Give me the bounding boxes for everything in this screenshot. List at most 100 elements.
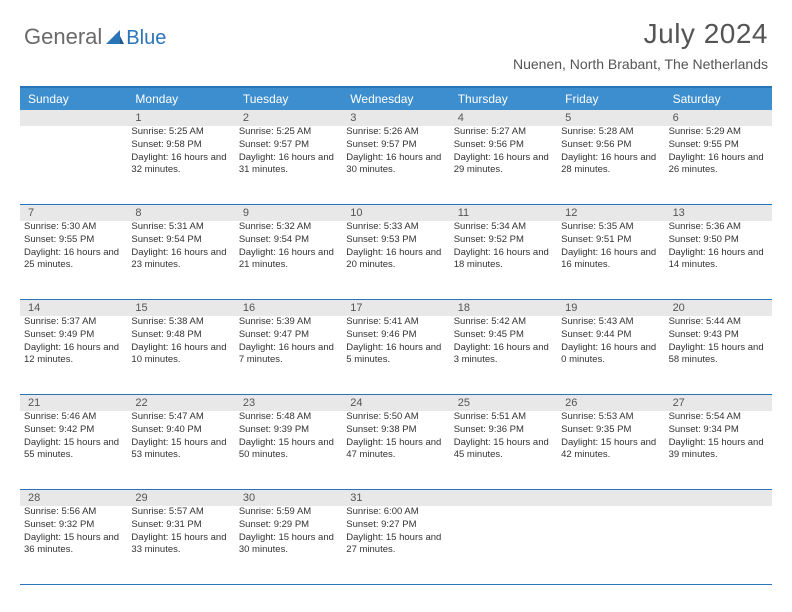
sunset-text: Sunset: 9:56 PM — [561, 139, 660, 152]
logo-triangle-icon — [106, 30, 124, 49]
daylight-text: Daylight: 15 hours and 33 minutes. — [131, 532, 230, 558]
daylight-text: Daylight: 15 hours and 30 minutes. — [239, 532, 338, 558]
daylight-text: Daylight: 15 hours and 47 minutes. — [346, 437, 445, 463]
day-cell: Sunrise: 5:30 AMSunset: 9:55 PMDaylight:… — [20, 221, 127, 299]
day-number: 20 — [665, 300, 772, 316]
daylight-text: Daylight: 15 hours and 27 minutes. — [346, 532, 445, 558]
sunset-text: Sunset: 9:36 PM — [454, 424, 553, 437]
weekday-header: Monday — [127, 88, 234, 110]
sunset-text: Sunset: 9:45 PM — [454, 329, 553, 342]
day-number: 4 — [450, 110, 557, 126]
day-number — [450, 490, 557, 506]
sunset-text: Sunset: 9:57 PM — [239, 139, 338, 152]
logo: General Blue — [24, 18, 166, 50]
sunset-text: Sunset: 9:44 PM — [561, 329, 660, 342]
week-row: Sunrise: 5:46 AMSunset: 9:42 PM Daylight:… — [20, 411, 772, 490]
sunrise-text: Sunrise: 5:41 AM — [346, 316, 445, 329]
daylight-text: Daylight: 16 hours and 20 minutes. — [346, 247, 445, 273]
sunset-text: Sunset: 9:42 PM — [24, 424, 123, 437]
sunset-text: Sunset: 9:56 PM — [454, 139, 553, 152]
weekday-header: Saturday — [665, 88, 772, 110]
day-cell: Sunrise: 5:59 AMSunset: 9:29 PMDaylight:… — [235, 506, 342, 584]
daylight-text: Daylight: 16 hours and 16 minutes. — [561, 247, 660, 273]
sunset-text: Sunset: 9:40 PM — [131, 424, 230, 437]
sunrise-text: Sunrise: 5:50 AM — [346, 411, 445, 424]
day-number — [665, 490, 772, 506]
day-cell: Sunrise: 5:56 AMSunset: 9:32 PMDaylight:… — [20, 506, 127, 584]
sunset-text: Sunset: 9:52 PM — [454, 234, 553, 247]
sunset-text: Sunset: 9:57 PM — [346, 139, 445, 152]
day-number: 23 — [235, 395, 342, 411]
day-cell: Sunrise: 5:28 AMSunset: 9:56 PMDaylight:… — [557, 126, 664, 204]
day-cell — [557, 506, 664, 584]
day-cell: Sunrise: 5:57 AMSunset: 9:31 PMDaylight:… — [127, 506, 234, 584]
sunrise-text: Sunrise: 5:30 AM — [24, 221, 123, 234]
daylight-text: Daylight: 15 hours and 39 minutes. — [669, 437, 768, 463]
sunrise-text: Sunrise: 5:35 AM — [561, 221, 660, 234]
day-number: 16 — [235, 300, 342, 316]
daylight-text: Daylight: 16 hours and 25 minutes. — [24, 247, 123, 273]
day-cell: Sunrise: 5:27 AMSunset: 9:56 PMDaylight:… — [450, 126, 557, 204]
day-number: 1 — [127, 110, 234, 126]
sunset-text: Sunset: 9:49 PM — [24, 329, 123, 342]
sunrise-text: Sunrise: 5:39 AM — [239, 316, 338, 329]
sunrise-text: Sunrise: 5:43 AM — [561, 316, 660, 329]
sunset-text: Sunset: 9:27 PM — [346, 519, 445, 532]
sunset-text: Sunset: 9:39 PM — [239, 424, 338, 437]
sunset-text: Sunset: 9:43 PM — [669, 329, 768, 342]
day-cell: Sunrise: 5:36 AMSunset: 9:50 PMDaylight:… — [665, 221, 772, 299]
day-number: 8 — [127, 205, 234, 221]
sunset-text: Sunset: 9:55 PM — [669, 139, 768, 152]
weekday-header: Tuesday — [235, 88, 342, 110]
day-cell — [450, 506, 557, 584]
day-number: 6 — [665, 110, 772, 126]
weekday-header: Wednesday — [342, 88, 449, 110]
sunset-text: Sunset: 9:47 PM — [239, 329, 338, 342]
logo-text-blue: Blue — [126, 27, 166, 49]
title-block: July 2024 Nuenen, North Brabant, The Net… — [513, 18, 768, 72]
month-title: July 2024 — [513, 18, 768, 50]
day-number-row: 28293031 — [20, 490, 772, 506]
day-number-row: 78910111213 — [20, 205, 772, 221]
location-text: Nuenen, North Brabant, The Netherlands — [513, 56, 768, 72]
sunrise-text: Sunrise: 5:46 AM — [24, 411, 123, 424]
sunset-text: Sunset: 9:31 PM — [131, 519, 230, 532]
day-number: 21 — [20, 395, 127, 411]
week-row: Sunrise: 5:37 AMSunset: 9:49 PMDaylight:… — [20, 316, 772, 395]
sunrise-text: Sunrise: 5:28 AM — [561, 126, 660, 139]
sunrise-text: Sunrise: 5:33 AM — [346, 221, 445, 234]
week-row: Sunrise: 5:30 AMSunset: 9:55 PMDaylight:… — [20, 221, 772, 300]
day-number-row: 21222324252627 — [20, 395, 772, 411]
sunset-text: Sunset: 9:51 PM — [561, 234, 660, 247]
sunset-text: Sunset: 9:32 PM — [24, 519, 123, 532]
day-number: 7 — [20, 205, 127, 221]
weekday-header: Friday — [557, 88, 664, 110]
sunrise-text: Sunrise: 5:29 AM — [669, 126, 768, 139]
day-cell: Sunrise: 5:46 AMSunset: 9:42 PMDaylight:… — [20, 411, 127, 489]
sunrise-text: Sunrise: 5:57 AM — [131, 506, 230, 519]
daylight-text: Daylight: 15 hours and 53 minutes. — [131, 437, 230, 463]
day-cell: Sunrise: 5:51 AMSunset: 9:36 PMDaylight:… — [450, 411, 557, 489]
day-cell: Sunrise: 5:31 AMSunset: 9:54 PMDaylight:… — [127, 221, 234, 299]
sunset-text: Sunset: 9:55 PM — [24, 234, 123, 247]
day-cell: Sunrise: 5:25 AMSunset: 9:57 PMDaylight:… — [235, 126, 342, 204]
day-cell: Sunrise: 5:34 AMSunset: 9:52 PMDaylight:… — [450, 221, 557, 299]
day-cell: Sunrise: 5:39 AMSunset: 9:47 PMDaylight:… — [235, 316, 342, 394]
daylight-text: Daylight: 15 hours and 42 minutes. — [561, 437, 660, 463]
sunrise-text: Sunrise: 5:38 AM — [131, 316, 230, 329]
sunrise-text: Sunrise: 5:42 AM — [454, 316, 553, 329]
daylight-text: Daylight: 16 hours and 23 minutes. — [131, 247, 230, 273]
daylight-text: Daylight: 15 hours and 36 minutes. — [24, 532, 123, 558]
daylight-text: Daylight: 16 hours and 5 minutes. — [346, 342, 445, 368]
sunrise-text: Sunrise: 5:27 AM — [454, 126, 553, 139]
daylight-text: Daylight: 15 hours and 45 minutes. — [454, 437, 553, 463]
weekday-header-row: SundayMondayTuesdayWednesdayThursdayFrid… — [20, 88, 772, 110]
day-number: 15 — [127, 300, 234, 316]
day-cell: Sunrise: 5:54 AMSunset: 9:34 PMDaylight:… — [665, 411, 772, 489]
sunset-text: Sunset: 9:29 PM — [239, 519, 338, 532]
day-number: 11 — [450, 205, 557, 221]
day-cell: Sunrise: 5:43 AMSunset: 9:44 PMDaylight:… — [557, 316, 664, 394]
daylight-text: Daylight: 16 hours and 14 minutes. — [669, 247, 768, 273]
day-number: 13 — [665, 205, 772, 221]
daylight-text: Daylight: 16 hours and 3 minutes. — [454, 342, 553, 368]
